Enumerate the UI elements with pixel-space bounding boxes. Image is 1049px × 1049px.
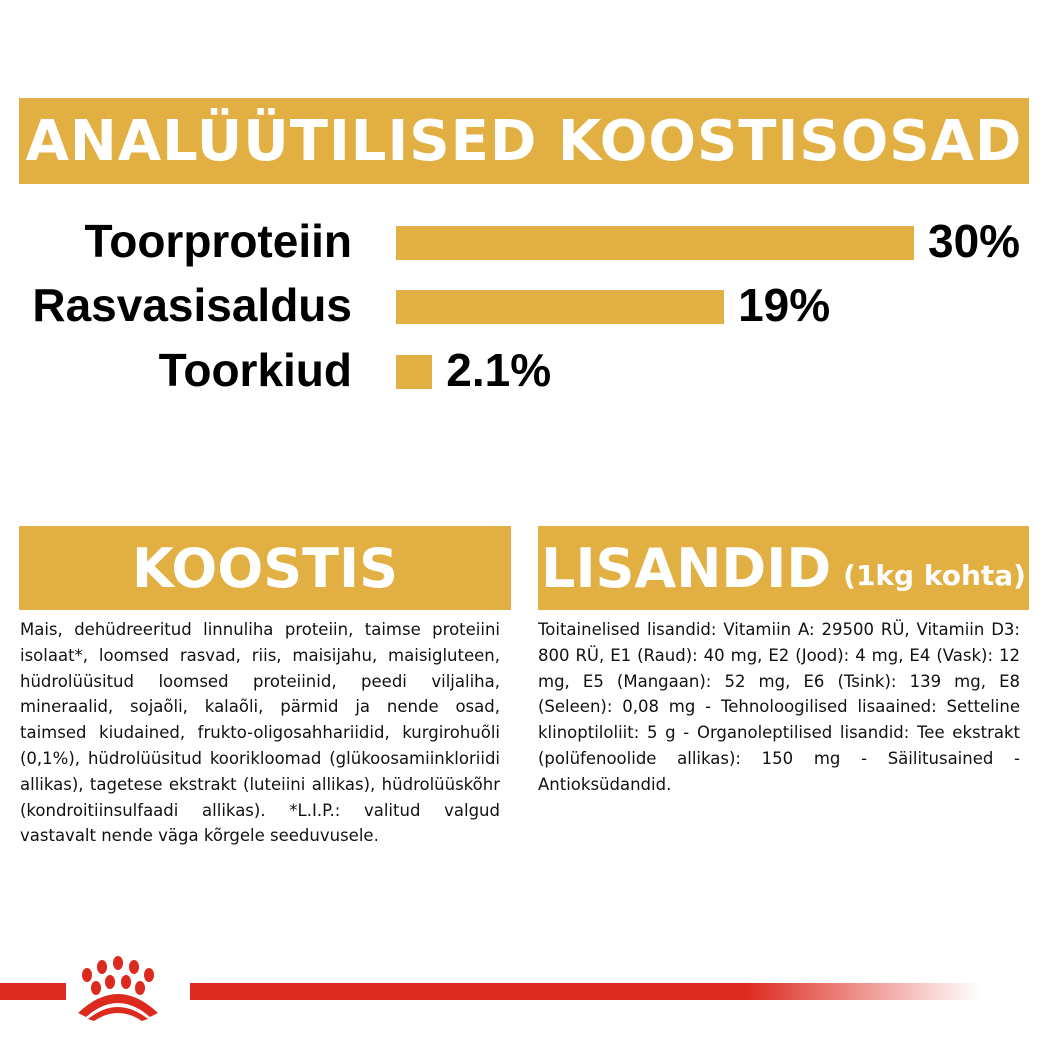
section-header-analytical: ANALÜÜTILISED KOOSTISOSAD — [19, 98, 1029, 184]
header-title: ANALÜÜTILISED KOOSTISOSAD — [25, 108, 1023, 174]
bar-label: Toorproteiin — [84, 215, 352, 267]
section-header-lisandid: LISANDID (1kg kohta) — [538, 526, 1029, 610]
section-header-koostis: KOOSTIS — [19, 526, 511, 610]
brand-stripe — [0, 983, 980, 1000]
royal-canin-crown-logo — [66, 955, 190, 1021]
koostis-text: Mais, dehüdreeritud linnuliha proteiin, … — [20, 620, 500, 846]
bar — [396, 226, 914, 260]
bar-label: Toorkiud — [158, 344, 352, 396]
lisandid-text: Toitainelised lisandid: Vitamiin A: 2950… — [538, 620, 1020, 794]
bar-value-label: 30% — [928, 215, 1021, 267]
bar — [396, 290, 725, 324]
bar-label: Rasvasisaldus — [32, 279, 352, 331]
lisandid-subtitle: (1kg kohta) — [843, 558, 1026, 592]
lisandid-title: LISANDID — [541, 536, 832, 600]
bar-value-label: 19% — [738, 279, 831, 331]
koostis-title: KOOSTIS — [132, 536, 398, 600]
bar — [396, 355, 433, 389]
bar-value-label: 2.1% — [446, 344, 552, 396]
